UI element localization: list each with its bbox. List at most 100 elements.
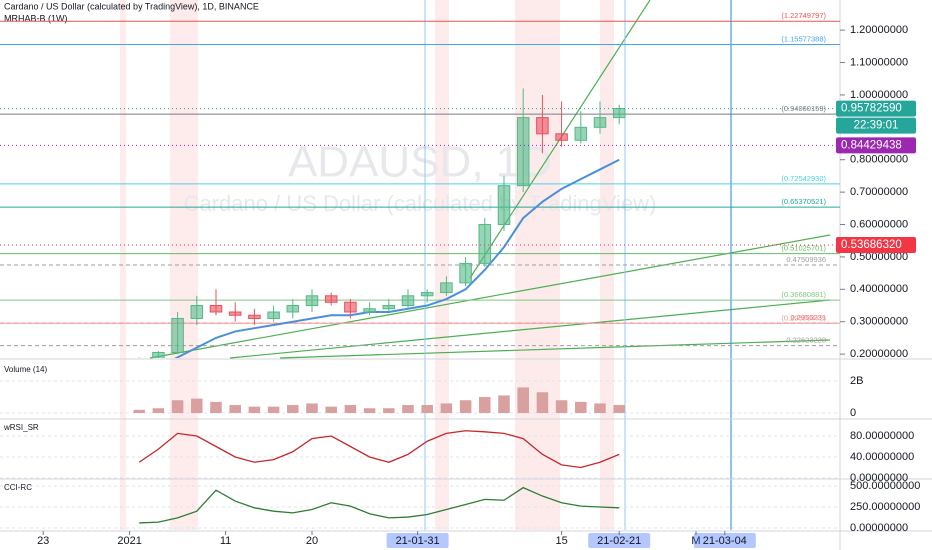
candle-body <box>344 301 357 313</box>
countdown: 22:39:01 <box>854 120 899 132</box>
y-tick-label: 250.00000000 <box>850 501 920 513</box>
y-tick-label: 0.80000000 <box>850 154 908 166</box>
volume-bar <box>594 403 606 414</box>
price-tag <box>836 100 916 117</box>
y-tick-label: 0.20000000 <box>850 348 908 360</box>
volume-bar <box>498 395 510 414</box>
candle-body <box>190 305 204 319</box>
volume-bar <box>171 400 184 414</box>
candle-body <box>459 262 472 284</box>
x-tick-label: 21-02-21 <box>597 535 641 547</box>
indicator-label: MRHAB-B (1W) <box>4 13 68 23</box>
candle-body <box>612 108 626 119</box>
level-label: (0.36680881) <box>781 290 826 299</box>
watermark-name: Cardano / US Dollar (calculated by Tradi… <box>184 191 657 216</box>
y-tick-label: 0 <box>850 407 856 419</box>
y-tick-label: 0.60000000 <box>850 218 908 230</box>
candle-body <box>209 305 223 313</box>
pane-title: CCI-RC <box>4 483 32 492</box>
level-label: (0.94060159) <box>781 104 826 113</box>
y-tick-label: 0.30000000 <box>850 316 908 328</box>
candle-body <box>536 117 549 135</box>
volume-bar <box>517 387 529 414</box>
candle-body <box>267 311 280 319</box>
candle-body <box>401 295 415 307</box>
pane-title: Volume (14) <box>4 365 47 374</box>
x-tick-highlight <box>693 533 756 548</box>
y-tick-label: 0.70000000 <box>850 186 908 198</box>
volume-bar <box>152 408 165 414</box>
level-label: 0.2955231 <box>791 313 826 322</box>
level-label: (0.72542930) <box>781 174 826 183</box>
y-tick-label: 80.00000000 <box>850 430 914 442</box>
volume-bar <box>229 405 241 414</box>
volume-bar <box>248 406 261 414</box>
y-tick-label: 40.00000000 <box>850 451 914 463</box>
candle-body <box>171 317 184 353</box>
volume-bar <box>306 403 318 414</box>
volume-bar <box>402 405 414 414</box>
volume-bar <box>267 406 280 414</box>
moving-average <box>174 158 620 358</box>
y-tick-label: 2B <box>850 375 863 387</box>
x-tick-label: 11 <box>220 535 231 547</box>
level-label: (0.29508472) <box>781 313 826 322</box>
price-tag <box>836 137 916 154</box>
y-tick-label: 1.10000000 <box>850 56 908 68</box>
x-tick-label: 23 <box>37 535 49 547</box>
y-tick-label: 0.40000000 <box>850 283 908 295</box>
level-label: 0.47509936 <box>786 255 826 264</box>
level-label: 0.22623228 <box>786 336 826 345</box>
candle-body <box>305 295 319 307</box>
candle-body <box>152 351 165 358</box>
price-tag-label: 0.84429438 <box>841 139 902 151</box>
level-label: (1.15577388) <box>781 34 826 43</box>
price-tag-label: 0.95782590 <box>841 103 902 115</box>
volume-bar <box>383 408 395 414</box>
price-pane <box>138 88 626 358</box>
level-label: (1.22749797) <box>781 11 826 20</box>
volume-bar <box>536 392 549 414</box>
price-tag <box>836 236 916 253</box>
y-tick-label: 0.00000000 <box>850 522 908 534</box>
x-tick-highlight <box>386 533 449 548</box>
volume-bar <box>575 401 587 414</box>
chart-header: Cardano / US Dollar (calculated by Tradi… <box>4 1 259 11</box>
candle-body <box>248 314 261 319</box>
level-label: (0.65370521) <box>781 197 826 206</box>
x-tick-label: 2021 <box>117 535 141 547</box>
volume-bar <box>344 405 357 414</box>
candle-body <box>555 133 568 141</box>
volume-bar <box>325 406 337 414</box>
y-tick-label: 500.00000000 <box>850 480 920 492</box>
volume-bar <box>613 405 625 414</box>
candle-body <box>478 224 492 264</box>
candle-body <box>324 295 338 303</box>
y-tick-label: 0.50000000 <box>850 251 908 263</box>
countdown-tag <box>836 117 916 134</box>
candle-body <box>363 308 376 313</box>
price-tag-label: 0.53686320 <box>841 239 902 251</box>
volume-bar <box>459 400 472 414</box>
volume-bar <box>133 409 145 414</box>
volume-bar <box>555 400 568 414</box>
level-label: (0.51025701) <box>781 244 826 253</box>
volume-bar <box>440 403 453 414</box>
candle-body <box>574 126 588 141</box>
y-tick-label: 1.20000000 <box>850 24 908 36</box>
candle-body <box>228 311 242 316</box>
y-tick-label: 1.00000000 <box>850 89 908 101</box>
x-tick-label: 20 <box>306 535 318 547</box>
x-tick-label: 21-03-04 <box>703 535 747 547</box>
candle-body <box>440 282 453 294</box>
candle-body <box>497 185 511 226</box>
x-tick-highlight <box>588 533 651 548</box>
candle-body <box>420 292 434 297</box>
x-tick-label: 15 <box>555 535 567 547</box>
candle-body <box>593 117 607 128</box>
volume-bar <box>210 401 222 414</box>
volume-bar <box>191 398 203 414</box>
x-tick-label: 21-01-31 <box>396 535 440 547</box>
